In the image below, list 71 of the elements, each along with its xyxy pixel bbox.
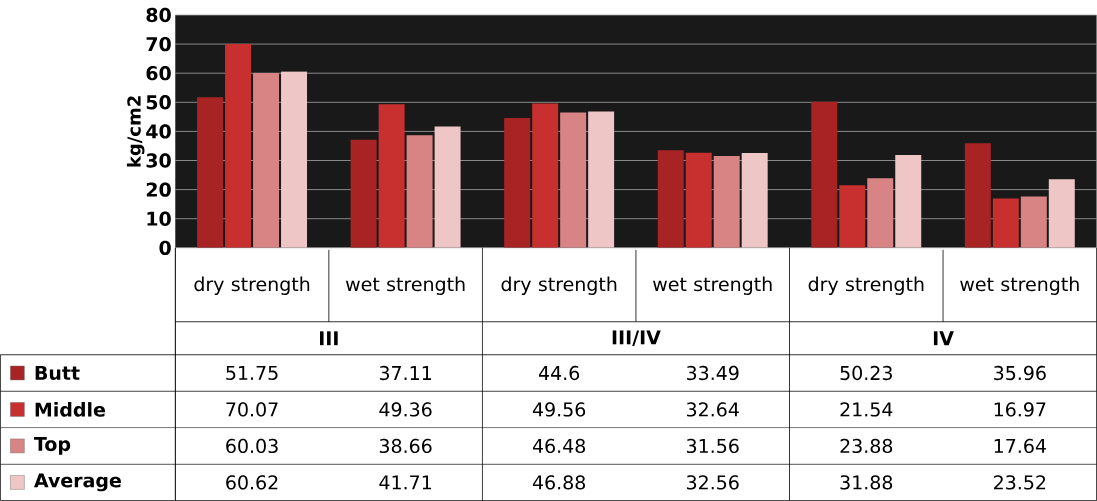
bar [532,103,559,248]
data-label: 35.96 [994,365,1046,381]
legend-label: Average [34,473,121,492]
data-label: 44.6 [538,365,580,381]
data-label: 37.11 [379,365,432,381]
bar [895,155,922,248]
data-label: 31.56 [686,438,739,454]
bar [839,185,866,248]
bar [713,155,740,248]
x-tick-label: dry strength [194,276,310,295]
data-label: 21.54 [840,402,893,417]
bar [964,143,991,248]
bar [867,178,894,248]
data-label: 49.56 [532,402,586,417]
data-label: 17.64 [994,438,1046,454]
x-tick-label: wet strength [345,276,465,295]
y-axis-title: kg/cm2 [126,96,145,167]
x-tick-label: dry strength [501,276,617,295]
data-label: 46.48 [532,438,586,454]
bar [434,126,461,248]
data-label: 38.66 [379,438,432,454]
text: III [319,331,338,346]
bar [504,118,531,248]
data-label: 50.23 [840,365,892,381]
y-tick-label: 10 [147,211,171,226]
y-tick-label: 50 [146,95,171,110]
data-label: 49.36 [379,402,432,417]
bar [560,112,587,248]
y-tick-label: 0 [159,240,171,255]
bar [741,153,768,248]
data-label: 41.71 [379,475,432,490]
y-tick-label: 70 [146,36,171,52]
data-label: 23.88 [840,438,893,454]
data-label: 70.07 [226,402,278,417]
data-label: 16.97 [994,402,1046,417]
y-tick-label: 60 [146,66,171,81]
bar [378,104,405,248]
bar [1020,196,1047,248]
data-label: 51.75 [226,365,278,381]
bar [281,71,308,248]
legend-label: Top [34,437,71,455]
data-label: 60.03 [226,438,278,454]
text: III/IV [612,330,661,347]
data-label: 31.88 [840,475,893,490]
bar [685,152,712,248]
data-label: 23.52 [994,475,1046,490]
x-tick-label: dry strength [808,276,924,295]
bar [588,111,615,248]
y-tick-label: 80 [146,7,171,23]
text: IV [933,331,954,346]
bar [992,198,1019,248]
data-label: 33.49 [686,365,739,381]
y-tick-label: 20 [146,182,171,197]
bar [350,139,377,248]
y-tick-label: 30 [146,153,171,168]
bar [1048,179,1075,248]
x-tick-label: wet strength [653,276,772,295]
y-tick-label: 40 [146,124,171,139]
bar [197,97,224,248]
x-tick-label: wet strength [960,276,1079,295]
legend-label: Butt [35,365,80,381]
data-label: 60.62 [226,475,278,490]
bar [657,150,684,248]
legend-label: Middle [35,402,105,417]
bar [225,43,252,248]
bar [811,101,838,248]
data-label: 32.64 [686,402,739,417]
data-label: 46.88 [532,475,586,490]
bar [253,73,280,248]
data-label: 32.56 [686,475,739,490]
bar [406,135,433,248]
